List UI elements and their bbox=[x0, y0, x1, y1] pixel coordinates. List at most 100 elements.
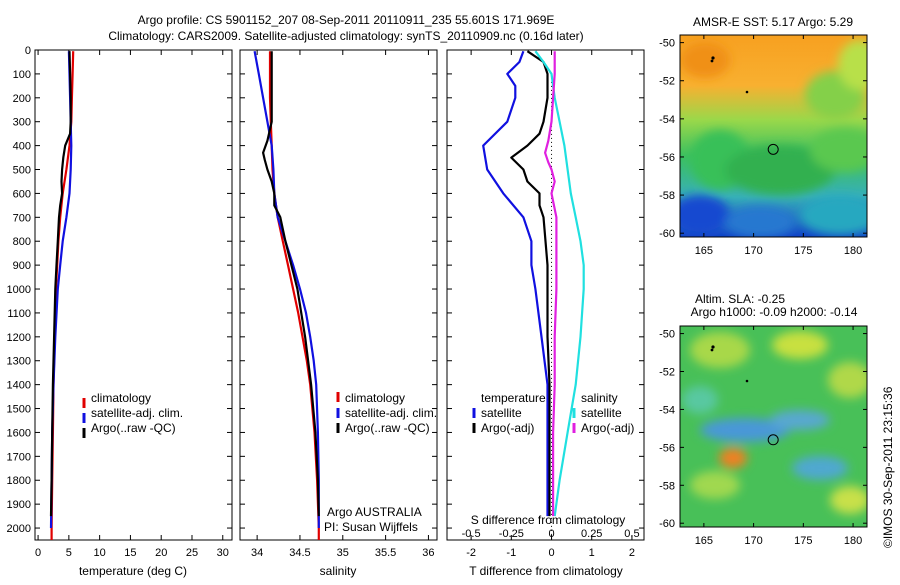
sst-map-frame bbox=[679, 34, 868, 238]
sst-field bbox=[680, 35, 867, 237]
annotation-argo-australia: Argo AUSTRALIA bbox=[327, 505, 422, 519]
sst-map: AMSR-E SST: 5.17 Argo: 5.29 165 170 175 180… bbox=[659, 15, 868, 257]
argo-position-marker bbox=[767, 143, 779, 155]
depth-tick-label: 1300 bbox=[7, 356, 31, 368]
sla-map-axes: 165 170 175 180 -50 -52 -54 -56 -58 -60 bbox=[659, 326, 867, 547]
x-tick-label: 20 bbox=[155, 547, 167, 559]
difference-lines bbox=[482, 50, 585, 517]
float-track-dot bbox=[745, 90, 749, 94]
difference-xlabel-S: S difference from climatology bbox=[471, 513, 626, 527]
salinity-difference-tick-label: 0 bbox=[548, 528, 554, 540]
salinity-difference-tick-label: 0.25 bbox=[581, 528, 602, 540]
legend-label-sal-argo: Argo(-adj) bbox=[581, 421, 634, 435]
legend-label-sal-satellite: satellite bbox=[581, 406, 622, 420]
temperature-legend: climatology satellite-adj. clim. Argo(..… bbox=[82, 391, 183, 438]
x-tick-label: 2 bbox=[629, 547, 635, 559]
salinity-difference-tick-label: -0.25 bbox=[499, 528, 524, 540]
annotation-pi: PI: Susan Wijffels bbox=[324, 520, 418, 534]
sst-map-title: AMSR-E SST: 5.17 Argo: 5.29 bbox=[693, 15, 853, 29]
depth-tick-label: 1100 bbox=[7, 308, 31, 320]
figure-title-line1: Argo profile: CS 5901152_207 08-Sep-2011… bbox=[138, 13, 555, 27]
depth-tick-label: 1900 bbox=[7, 499, 31, 511]
salinity-axes bbox=[239, 49, 438, 541]
map-y-tick-label: -54 bbox=[659, 404, 675, 416]
temperature-panel: 0100200300400500600700800900100011001200… bbox=[7, 45, 233, 578]
map-y-tick-label: -56 bbox=[659, 152, 675, 164]
difference-legend: temperature satellite Argo(-adj) salinit… bbox=[472, 391, 634, 435]
salinity-legend: climatology satellite-adj. clim. Argo(..… bbox=[336, 391, 437, 435]
x-tick-label: 0 bbox=[35, 547, 41, 559]
map-x-tick-label: 175 bbox=[794, 245, 812, 257]
salinity-difference-tick-label: 0.5 bbox=[624, 528, 639, 540]
series-line-argo-raw-qc- bbox=[49, 51, 72, 517]
imos-timestamp: ©IMOS 30-Sep-2011 23:15:36 bbox=[881, 386, 895, 548]
depth-tick-label: 1600 bbox=[7, 427, 31, 439]
float-track-dot bbox=[711, 345, 715, 349]
depth-tick-label: 200 bbox=[13, 93, 31, 105]
difference-xlabel-T: T difference from climatology bbox=[469, 564, 623, 578]
salinity-difference-tick-label: -0.5 bbox=[462, 528, 481, 540]
depth-tick-label: 400 bbox=[13, 141, 31, 153]
map-y-tick-label: -50 bbox=[659, 329, 675, 341]
depth-tick-label: 1200 bbox=[7, 332, 31, 344]
float-track-dot bbox=[745, 379, 749, 383]
legend-heading-salinity: salinity bbox=[581, 391, 618, 405]
salinity-xlabel: salinity bbox=[320, 564, 357, 578]
difference-y-ticks bbox=[447, 49, 644, 529]
x-tick-label: 5 bbox=[66, 547, 72, 559]
legend-label-climatology: climatology bbox=[345, 391, 405, 405]
salinity-difference-tick-labels: -0.5 -0.25 0 0.25 0.5 bbox=[462, 528, 640, 540]
temperature-lines bbox=[49, 51, 75, 540]
depth-tick-label: 800 bbox=[13, 236, 31, 248]
map-x-tick-label: 180 bbox=[844, 245, 862, 257]
x-tick-label: 15 bbox=[124, 547, 136, 559]
map-y-tick-label: -56 bbox=[659, 442, 675, 454]
legend-label-climatology: climatology bbox=[91, 391, 151, 405]
legend-heading-temperature: temperature bbox=[481, 391, 546, 405]
depth-tick-label: 1800 bbox=[7, 475, 31, 487]
depth-tick-label: 1000 bbox=[7, 284, 31, 296]
series-line-temperature-satellite bbox=[482, 50, 549, 517]
map-x-tick-label: 180 bbox=[844, 535, 862, 547]
map-y-tick-label: -52 bbox=[659, 76, 675, 88]
legend-label-temp-satellite: satellite bbox=[481, 406, 522, 420]
map-x-tick-label: 170 bbox=[744, 535, 762, 547]
depth-tick-label: 1400 bbox=[7, 380, 31, 392]
legend-label-argo: Argo(..raw -QC) bbox=[345, 421, 430, 435]
float-track-dot bbox=[710, 348, 714, 352]
x-tick-label: 1 bbox=[589, 547, 595, 559]
series-line-temperature-argo-adj- bbox=[510, 50, 551, 517]
figure-title-line2: Climatology: CARS2009. Satellite-adjuste… bbox=[108, 29, 583, 43]
x-tick-label: -1 bbox=[506, 547, 516, 559]
x-tick-label: 10 bbox=[94, 547, 106, 559]
series-line-argo-raw-qc- bbox=[262, 51, 320, 517]
map-y-tick-label: -58 bbox=[659, 190, 675, 202]
difference-x-axis: -2 -1 0 1 2 bbox=[466, 50, 635, 559]
map-y-tick-label: -50 bbox=[659, 38, 675, 50]
float-track-dot bbox=[710, 59, 714, 63]
legend-label-satellite: satellite-adj. clim. bbox=[345, 406, 437, 420]
map-x-tick-label: 165 bbox=[695, 535, 713, 547]
map-x-tick-label: 170 bbox=[744, 245, 762, 257]
depth-tick-label: 900 bbox=[13, 260, 31, 272]
temperature-x-axis: 0 5 10 15 20 25 30 bbox=[35, 50, 229, 559]
sla-map-title-line1: Altim. SLA: -0.25 bbox=[695, 292, 785, 306]
salinity-y-ticks bbox=[240, 49, 437, 529]
legend-label-temp-argo: Argo(-adj) bbox=[481, 421, 534, 435]
depth-tick-label: 300 bbox=[13, 117, 31, 129]
depth-tick-label: 2000 bbox=[7, 523, 31, 535]
legend-label-argo: Argo(..raw -QC) bbox=[91, 421, 176, 435]
x-tick-label: 34 bbox=[251, 547, 263, 559]
temperature-xlabel: temperature (deg C) bbox=[79, 564, 187, 578]
difference-panel: -2 -1 0 1 2 T difference from climatology S … bbox=[446, 49, 645, 578]
legend-label-satellite: satellite-adj. clim. bbox=[91, 406, 183, 420]
x-tick-label: 34.5 bbox=[289, 547, 310, 559]
map-y-tick-label: -52 bbox=[659, 367, 675, 379]
map-y-tick-label: -60 bbox=[659, 228, 675, 240]
map-x-tick-label: 165 bbox=[695, 245, 713, 257]
sla-map-frame bbox=[679, 325, 868, 528]
sla-field bbox=[680, 326, 867, 527]
difference-axes bbox=[446, 49, 645, 541]
argo-position-marker bbox=[767, 434, 779, 446]
